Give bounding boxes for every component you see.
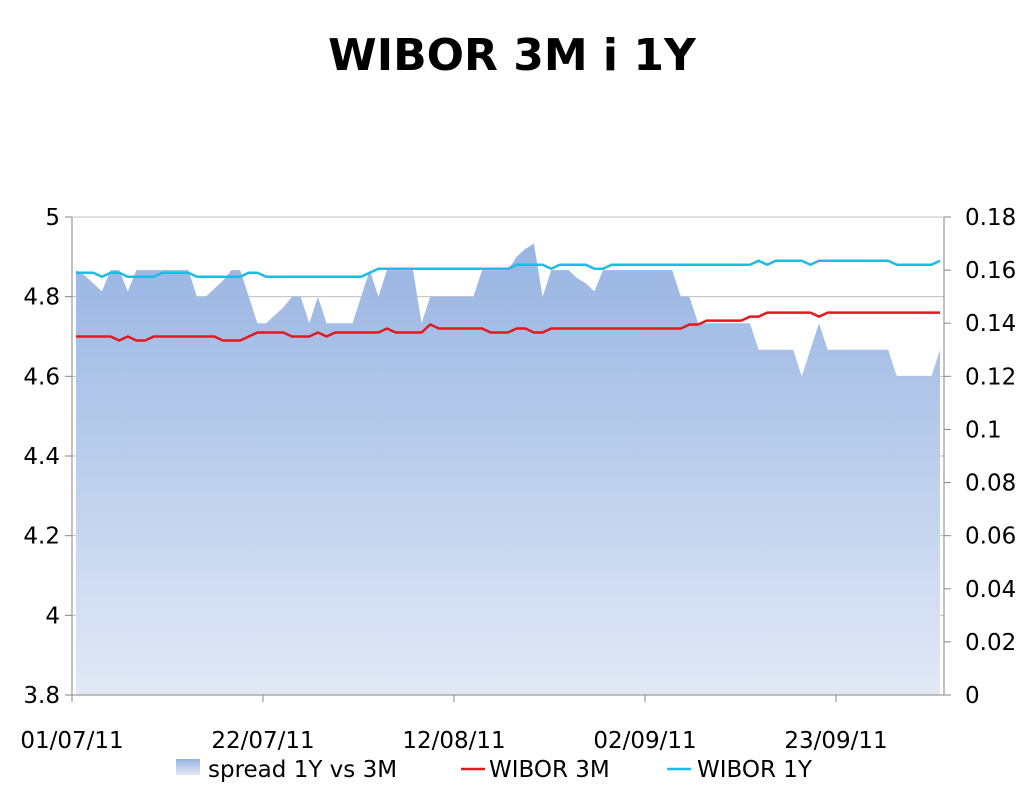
x-tick-label: 23/09/11 [784, 728, 887, 754]
y-left-tick-label: 4.2 [23, 524, 60, 550]
x-tick-label: 02/09/11 [593, 728, 696, 754]
series-line-wibor-1y [76, 259, 941, 279]
y-right-tick-label: 0.08 [965, 471, 1016, 497]
y-right-tick-label: 0.04 [965, 577, 1016, 603]
x-tick-label: 22/07/11 [211, 728, 314, 754]
y-right-tick-label: 0.06 [965, 524, 1016, 550]
y-right-tick-label: 0 [965, 683, 980, 709]
y-right-tick-label: 0.12 [965, 364, 1016, 390]
legend-label-wibor-3m: WIBOR 3M [489, 757, 610, 783]
x-tick-label: 01/07/11 [20, 728, 123, 754]
series-area-spread [76, 243, 940, 695]
legend-label-spread: spread 1Y vs 3M [208, 757, 397, 783]
y-right-tick-label: 0.16 [965, 258, 1016, 284]
line-layer [76, 259, 941, 342]
y-left-tick-label: 4 [45, 603, 60, 629]
y-left-tick-label: 3.8 [23, 683, 60, 709]
series-line-wibor-3m [76, 311, 940, 342]
y-left-tick-label: 5 [45, 205, 60, 231]
y-left-tick-label: 4.8 [23, 285, 60, 311]
y-left-tick-label: 4.4 [23, 444, 60, 470]
x-tick-label: 12/08/11 [402, 728, 505, 754]
y-right-tick-label: 0.18 [965, 205, 1016, 231]
chart-title: WIBOR 3M i 1Y [328, 30, 696, 81]
y-right-tick-label: 0.1 [965, 417, 1002, 443]
y-left-tick-label: 4.6 [23, 364, 60, 390]
legend-swatch-spread [176, 759, 200, 775]
y-right-tick-label: 0.14 [965, 311, 1016, 337]
area-layer [76, 243, 940, 695]
legend: spread 1Y vs 3M WIBOR 3M WIBOR 1Y [176, 757, 813, 783]
axis-layer: 3.8 4 4.2 4.4 4.6 4.8 5 0 0.02 0.04 0.06 0.08 0.1 0.1… [20, 205, 1016, 754]
y-right-tick-label: 0.02 [965, 630, 1016, 656]
legend-label-wibor-1y: WIBOR 1Y [697, 757, 813, 783]
